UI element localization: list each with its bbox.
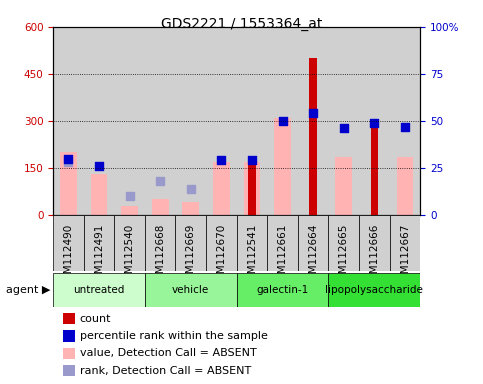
- Bar: [175, 215, 206, 271]
- Text: galectin-1: galectin-1: [256, 285, 309, 295]
- Point: [279, 118, 286, 124]
- Bar: [84, 215, 114, 271]
- Point: [217, 157, 225, 164]
- Point: [248, 157, 256, 164]
- Point: [156, 178, 164, 184]
- Bar: [243, 162, 260, 215]
- Text: GSM112670: GSM112670: [216, 223, 227, 286]
- Point: [187, 185, 195, 192]
- Bar: [91, 174, 107, 215]
- Point: [309, 110, 317, 116]
- Bar: [237, 27, 267, 215]
- Bar: [53, 215, 84, 271]
- Bar: [397, 157, 413, 215]
- Text: count: count: [80, 314, 111, 324]
- Text: rank, Detection Call = ABSENT: rank, Detection Call = ABSENT: [80, 366, 251, 376]
- Bar: [267, 215, 298, 271]
- Bar: [206, 27, 237, 215]
- Text: GSM112664: GSM112664: [308, 223, 318, 287]
- Bar: [84, 27, 114, 215]
- Bar: [237, 215, 267, 271]
- Text: agent ▶: agent ▶: [6, 285, 51, 295]
- Point: [65, 156, 72, 162]
- Bar: [298, 215, 328, 271]
- Bar: [328, 27, 359, 215]
- Text: GSM112491: GSM112491: [94, 223, 104, 287]
- Text: percentile rank within the sample: percentile rank within the sample: [80, 331, 268, 341]
- Text: GSM112667: GSM112667: [400, 223, 410, 287]
- Text: lipopolysaccharide: lipopolysaccharide: [326, 285, 423, 295]
- Bar: [114, 27, 145, 215]
- Text: GSM112669: GSM112669: [186, 223, 196, 287]
- Point: [370, 120, 378, 126]
- Bar: [183, 202, 199, 215]
- Bar: [175, 27, 206, 215]
- Text: GDS2221 / 1553364_at: GDS2221 / 1553364_at: [161, 17, 322, 31]
- Text: value, Detection Call = ABSENT: value, Detection Call = ABSENT: [80, 348, 256, 358]
- Bar: [298, 27, 328, 215]
- Bar: [53, 273, 145, 306]
- Bar: [309, 58, 317, 215]
- Bar: [206, 215, 237, 271]
- Bar: [274, 118, 291, 215]
- Bar: [370, 121, 378, 215]
- Bar: [145, 215, 175, 271]
- Point: [126, 193, 133, 199]
- Bar: [390, 215, 420, 271]
- Bar: [213, 162, 230, 215]
- Text: GSM112540: GSM112540: [125, 223, 135, 286]
- Text: GSM112541: GSM112541: [247, 223, 257, 287]
- Bar: [390, 27, 420, 215]
- Bar: [335, 157, 352, 215]
- Bar: [359, 27, 390, 215]
- Bar: [114, 215, 145, 271]
- Point: [340, 126, 348, 132]
- Bar: [359, 215, 390, 271]
- Point: [65, 159, 72, 166]
- Text: vehicle: vehicle: [172, 285, 210, 295]
- Bar: [152, 199, 169, 215]
- Bar: [267, 27, 298, 215]
- Point: [401, 124, 409, 130]
- Point: [95, 163, 103, 169]
- Bar: [145, 27, 175, 215]
- Bar: [60, 152, 77, 215]
- Text: untreated: untreated: [73, 285, 125, 295]
- Text: GSM112668: GSM112668: [155, 223, 165, 287]
- Bar: [328, 215, 359, 271]
- Text: GSM112661: GSM112661: [278, 223, 287, 287]
- Text: GSM112666: GSM112666: [369, 223, 379, 287]
- Text: GSM112490: GSM112490: [63, 223, 73, 286]
- Bar: [237, 273, 328, 306]
- Bar: [53, 27, 84, 215]
- Bar: [121, 206, 138, 215]
- Bar: [145, 273, 237, 306]
- Text: GSM112665: GSM112665: [339, 223, 349, 287]
- Bar: [328, 273, 420, 306]
- Bar: [248, 160, 256, 215]
